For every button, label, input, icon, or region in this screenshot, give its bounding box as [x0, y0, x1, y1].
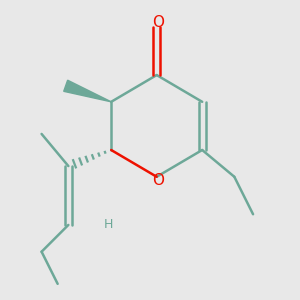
Text: O: O	[152, 173, 164, 188]
Text: H: H	[104, 218, 113, 231]
Polygon shape	[64, 80, 111, 102]
Text: O: O	[152, 15, 164, 30]
